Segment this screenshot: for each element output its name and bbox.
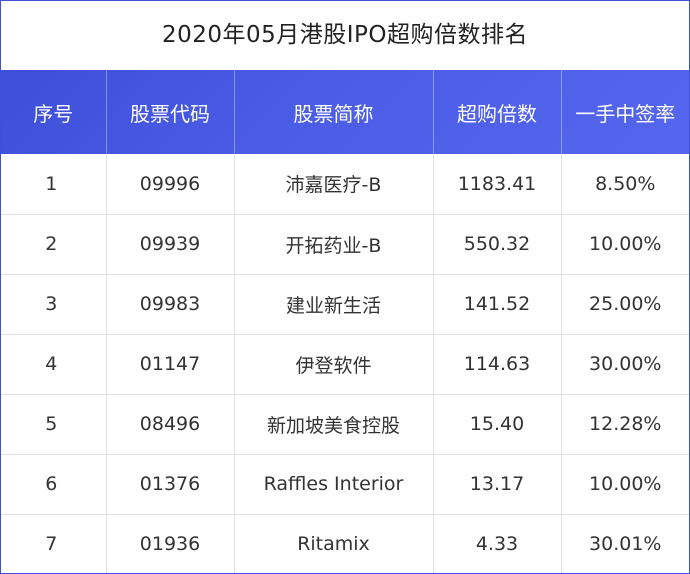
cell-oversubscription: 550.32 bbox=[433, 214, 562, 275]
cell-rank: 2 bbox=[1, 214, 107, 275]
table-row: 7 01936 Ritamix 4.33 30.01% bbox=[1, 514, 689, 573]
cell-code: 01147 bbox=[106, 334, 235, 395]
cell-code: 01936 bbox=[106, 514, 235, 573]
table-header-row: 序号 股票代码 股票简称 超购倍数 一手中签率 bbox=[1, 70, 689, 154]
cell-rank: 1 bbox=[1, 154, 107, 215]
cell-code: 09983 bbox=[106, 274, 235, 335]
cell-lot-success-rate: 30.00% bbox=[561, 334, 689, 395]
cell-oversubscription: 15.40 bbox=[433, 394, 562, 455]
cell-lot-success-rate: 30.01% bbox=[589, 532, 662, 555]
cell-rank: 3 bbox=[1, 274, 107, 335]
table-row: 4 01147 伊登软件 114.63 30.00% bbox=[1, 334, 689, 395]
cell-rank: 4 bbox=[1, 334, 107, 395]
cell-code: 08496 bbox=[106, 394, 235, 455]
cell-name: Raffles Interior bbox=[234, 454, 434, 515]
table-row: 3 09983 建业新生活 141.52 25.00% bbox=[1, 274, 689, 335]
cell-lot-success-rate: 10.00% bbox=[561, 214, 689, 275]
cell-lot-success-rate: 25.00% bbox=[561, 274, 689, 335]
cell-name: 新加坡美食控股 bbox=[234, 394, 434, 455]
cell-rank: 7 bbox=[1, 514, 107, 573]
cell-code: 09996 bbox=[106, 154, 235, 215]
table-row: 5 08496 新加坡美食控股 15.40 12.28% bbox=[1, 394, 689, 455]
header-rank: 序号 bbox=[1, 70, 107, 154]
cell-rank: 5 bbox=[1, 394, 107, 455]
header-name: 股票简称 bbox=[234, 70, 434, 154]
cell-name: 沛嘉医疗-B bbox=[234, 154, 434, 215]
header-code: 股票代码 bbox=[106, 70, 235, 154]
cell-lot-success-rate: 8.50% bbox=[561, 154, 689, 215]
cell-lot-success-rate: 10.00% bbox=[561, 454, 689, 515]
cell-oversubscription: 4.33 bbox=[433, 514, 562, 573]
cell-name: 伊登软件 bbox=[234, 334, 434, 395]
cell-oversubscription: 141.52 bbox=[433, 274, 562, 335]
cell-code: 09939 bbox=[106, 214, 235, 275]
table-row: 1 09996 沛嘉医疗-B 1183.41 8.50% bbox=[1, 154, 689, 215]
cell-rank: 6 bbox=[1, 454, 107, 515]
ipo-ranking-table: 序号 股票代码 股票简称 超购倍数 一手中签率 1 09996 沛嘉医疗-B 1… bbox=[1, 70, 689, 573]
table-row: 2 09939 开拓药业-B 550.32 10.00% bbox=[1, 214, 689, 275]
cell-oversubscription: 114.63 bbox=[433, 334, 562, 395]
cell-oversubscription: 13.17 bbox=[433, 454, 562, 515]
page-title: 2020年05月港股IPO超购倍数排名 bbox=[161, 22, 529, 48]
table-row: 6 01376 Raffles Interior 13.17 10.00% bbox=[1, 454, 689, 515]
cell-name: Ritamix bbox=[234, 514, 434, 573]
cell-lot-success-rate: 12.28% bbox=[561, 394, 689, 455]
cell-name: 开拓药业-B bbox=[234, 214, 434, 275]
cell-oversubscription: 1183.41 bbox=[433, 154, 562, 215]
cell-code: 01376 bbox=[106, 454, 235, 515]
cell-name: 建业新生活 bbox=[234, 274, 434, 335]
header-lot-success-rate: 一手中签率 bbox=[575, 101, 676, 126]
header-oversubscription: 超购倍数 bbox=[433, 70, 562, 154]
